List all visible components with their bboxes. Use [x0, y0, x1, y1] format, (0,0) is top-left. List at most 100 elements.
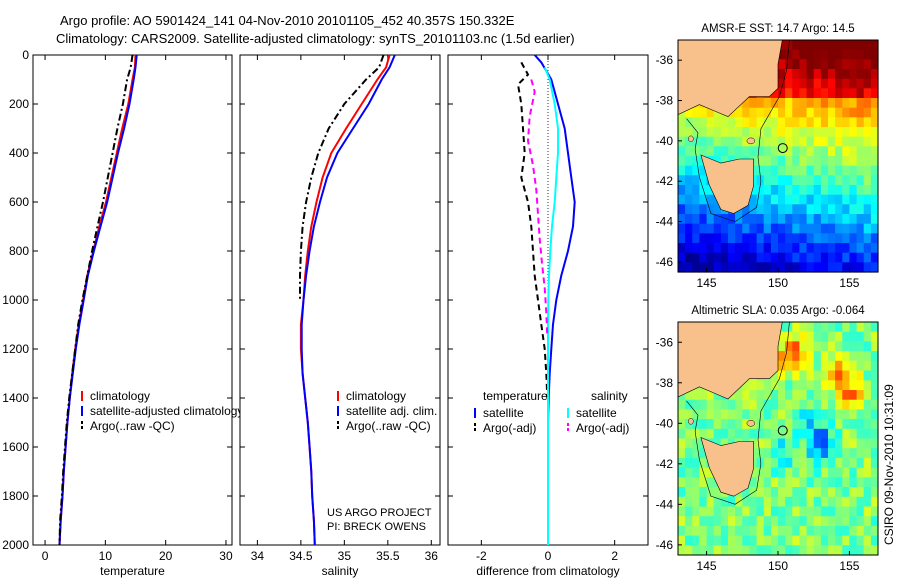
map-cell: [863, 322, 872, 333]
x-tick-label: 0: [545, 549, 552, 563]
map-cell: [820, 69, 829, 80]
map-cell: [785, 516, 793, 527]
map-cell: [792, 467, 800, 478]
map-cell: [763, 175, 772, 186]
map-cell: [756, 98, 765, 109]
map-cell: [856, 496, 865, 508]
header-line1: Argo profile: AO 5901424_141 04-Nov-2010…: [60, 13, 515, 28]
map-cell: [763, 107, 772, 118]
y-tick-label: 800: [9, 244, 29, 258]
map-cell: [763, 448, 772, 459]
map-cell: [728, 545, 736, 556]
map-cell: [849, 156, 858, 167]
map-cell: [706, 233, 715, 244]
map-cell: [699, 233, 708, 244]
map-cell: [785, 487, 793, 498]
map-cell: [763, 156, 772, 167]
x-tick-label: 20: [159, 549, 173, 563]
map-cell: [763, 525, 772, 537]
map-cell: [813, 165, 822, 176]
map-cell: [706, 252, 715, 263]
map-cell: [849, 214, 858, 225]
map-cell: [835, 438, 843, 449]
map-cell: [863, 69, 872, 80]
map-cell: [685, 117, 693, 128]
map-cell: [728, 399, 736, 410]
map-cell: [778, 390, 786, 401]
map-cell: [799, 252, 808, 263]
map-cell: [849, 419, 858, 430]
map-cell: [863, 457, 872, 469]
map-cell: [856, 98, 865, 109]
map-cell: [756, 146, 765, 157]
map-cell: [828, 457, 836, 469]
map-cell: [713, 438, 722, 449]
map-cell: [678, 243, 686, 254]
map-cell: [863, 390, 872, 401]
map-cell: [835, 448, 843, 459]
map-cell: [713, 252, 722, 263]
map-cell: [778, 360, 786, 372]
map-cell: [770, 390, 779, 401]
map-cell: [842, 438, 850, 449]
map-cell: [849, 390, 858, 401]
map-cell: [706, 409, 715, 420]
map-cell: [770, 399, 779, 410]
map-cell: [678, 535, 686, 546]
map-cell: [749, 496, 758, 508]
map-cell: [849, 194, 858, 205]
map-cell: [863, 438, 872, 449]
map-cell: [870, 496, 879, 508]
map-cell: [713, 127, 722, 138]
map-cell: [806, 117, 815, 128]
map-cell: [756, 545, 765, 556]
map-cell: [763, 419, 772, 430]
map-cell: [742, 409, 750, 420]
map-cell: [720, 127, 729, 138]
map-cell: [842, 360, 850, 372]
map-cell: [785, 428, 793, 440]
map-cell: [792, 351, 800, 362]
map-cell: [842, 409, 850, 420]
map-cell: [849, 233, 858, 244]
map-cell: [835, 506, 843, 517]
map-cell: [756, 156, 765, 167]
map-cell: [713, 428, 722, 440]
map-cell: [720, 136, 729, 147]
map-cell: [785, 467, 793, 478]
map-cell: [813, 438, 822, 449]
map-cell: [713, 399, 722, 410]
x-axis-label: temperature: [100, 564, 165, 578]
map-cell: [742, 243, 750, 254]
map-cell: [813, 380, 822, 391]
legend-label: satellite-adjusted climatology: [90, 404, 243, 418]
map-cell: [785, 233, 793, 244]
map-cell: [763, 506, 772, 517]
map-cell: [706, 467, 715, 478]
map-cell: [799, 535, 808, 546]
map-cell: [828, 380, 836, 391]
map-cell: [842, 525, 850, 537]
map-cell: [863, 545, 872, 556]
map-cell: [863, 233, 872, 244]
map-cell: [678, 487, 686, 498]
map-cell: [742, 516, 750, 527]
map-cell: [856, 399, 865, 410]
map-cell: [785, 331, 793, 342]
map-cell: [770, 223, 779, 234]
map-cell: [806, 467, 815, 478]
map-cell: [856, 467, 865, 478]
map-cell: [770, 506, 779, 517]
map-cell: [813, 341, 822, 352]
map-cell: [720, 535, 729, 546]
map-cell: [799, 438, 808, 449]
map-cell: [828, 136, 836, 147]
map-cell: [685, 428, 693, 440]
map-cell: [756, 496, 765, 508]
map-cell: [820, 185, 829, 196]
sst-map: AMSR-E SST: 14.7 Argo: 14.5 145 150 155 -36 -…: [656, 23, 879, 290]
map-cell: [685, 165, 693, 176]
map-cell: [806, 351, 815, 362]
map-cell: [749, 223, 758, 234]
